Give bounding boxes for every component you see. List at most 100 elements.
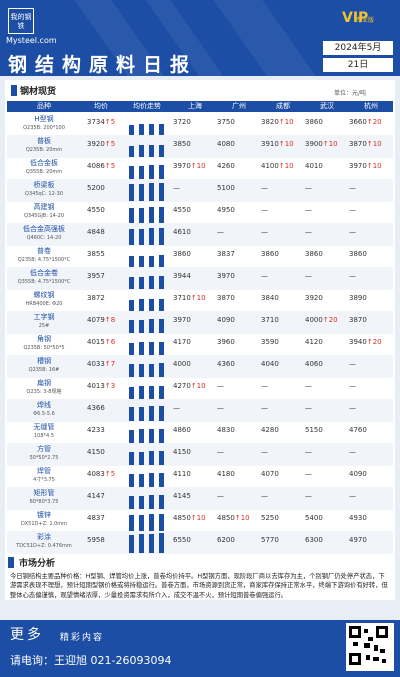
table-row: 普卷 Q235B: 4.75*1500*C 3855 3860 3837 3860 3860… bbox=[7, 245, 393, 268]
city-price: — bbox=[261, 382, 268, 390]
avg-value: 4033 bbox=[87, 360, 105, 368]
row-price-sh: 6550 bbox=[173, 536, 191, 544]
city-price: — bbox=[305, 206, 312, 214]
row-price-gz: — bbox=[217, 492, 224, 500]
report-day: 21日 bbox=[322, 57, 394, 73]
up-arrow-icon: ↑ bbox=[322, 316, 329, 324]
city-price: 3750 bbox=[217, 118, 235, 126]
table-row: 低合金高强板 Q460C: 14-20 4848 4610 — — — — bbox=[7, 223, 393, 246]
city-change: 10 bbox=[196, 514, 206, 522]
table-row: 角钢 Q235B: 50*50*5 4015↑6 4170 3960 3590 4120 39… bbox=[7, 333, 393, 356]
trend-bar bbox=[159, 342, 164, 355]
row-price-wh: 3860 bbox=[305, 250, 323, 258]
table-row: 方管 50*50*2.75 4150 4150 — — — — bbox=[7, 443, 393, 466]
city-price: — bbox=[261, 272, 268, 280]
row-price-cd: 4100↑10 bbox=[261, 162, 294, 170]
up-arrow-icon: ↑ bbox=[104, 382, 111, 390]
avg-change: 8 bbox=[110, 316, 116, 324]
avg-trend-chart bbox=[129, 246, 169, 267]
row-price-hz: 4760 bbox=[349, 426, 367, 434]
avg-trend-chart bbox=[129, 136, 169, 157]
city-price: 4180 bbox=[217, 470, 235, 478]
avg-value: 4086 bbox=[87, 162, 105, 170]
city-price: — bbox=[217, 448, 224, 456]
row-variety-name: 方管 bbox=[37, 445, 51, 453]
city-price: 4260 bbox=[217, 162, 235, 170]
row-price-cd: 4280 bbox=[261, 426, 279, 434]
more-content-label: 更多 bbox=[10, 627, 44, 643]
city-price: 4070 bbox=[261, 470, 279, 478]
avg-value: 4848 bbox=[87, 228, 105, 236]
row-price-cd: — bbox=[261, 206, 268, 214]
trend-bar bbox=[129, 430, 134, 443]
city-change: 20 bbox=[372, 118, 382, 126]
city-price: — bbox=[305, 470, 312, 478]
market-analysis-text: 今日钢结构主要品种价格：H型钢、焊管均价上涨，普卷均价持平。H型钢方面，现阶段厂… bbox=[10, 573, 388, 599]
avg-trend-chart bbox=[129, 532, 169, 553]
trend-bar bbox=[149, 534, 154, 553]
table-row: 矩形管 60*80*3.75 4147 4145 — — — — bbox=[7, 487, 393, 510]
row-price-sh: 3720 bbox=[173, 118, 191, 126]
city-change: 10 bbox=[284, 118, 294, 126]
trend-bar bbox=[159, 124, 164, 135]
row-price-hz: 3970↑10 bbox=[349, 162, 382, 170]
avg-trend-chart bbox=[129, 510, 169, 531]
city-price: 6300 bbox=[305, 536, 323, 544]
avg-trend-chart bbox=[129, 466, 169, 487]
row-price-cd: — bbox=[261, 228, 268, 236]
city-price: 3660 bbox=[349, 118, 367, 126]
row-avg-price: 4233 bbox=[87, 426, 105, 434]
trend-bar bbox=[149, 342, 154, 355]
qr-code-icon[interactable] bbox=[346, 623, 394, 671]
table-row: 低合金卷 Q355B: 4.75*1500*C 3957 3944 3970 — — — bbox=[7, 267, 393, 290]
row-price-gz: 3837 bbox=[217, 250, 235, 258]
avg-value: 5958 bbox=[87, 536, 105, 544]
table-row: 焊管 4寸*3.75 4083↑5 4110 4180 4070 — 4090 bbox=[7, 465, 393, 488]
row-price-cd: 5770 bbox=[261, 536, 279, 544]
city-price: 4010 bbox=[305, 162, 323, 170]
city-price: 3920 bbox=[305, 294, 323, 302]
city-price: — bbox=[349, 382, 356, 390]
trend-bar bbox=[129, 343, 134, 355]
row-price-gz: — bbox=[217, 404, 224, 412]
content-card bbox=[5, 80, 395, 600]
row-price-sh: — bbox=[173, 184, 180, 192]
trend-bar bbox=[159, 165, 164, 179]
trend-bar bbox=[149, 165, 154, 179]
city-price: — bbox=[349, 272, 356, 280]
avg-trend-chart bbox=[129, 180, 169, 201]
row-variety-spec: 25# bbox=[38, 323, 50, 329]
city-price: — bbox=[305, 404, 312, 412]
row-price-gz: 6200 bbox=[217, 536, 235, 544]
city-price: 4950 bbox=[217, 206, 235, 214]
row-price-wh: — bbox=[305, 448, 312, 456]
row-variety-name: 矩形管 bbox=[33, 489, 55, 497]
up-arrow-icon: ↑ bbox=[190, 162, 197, 170]
trend-bar bbox=[159, 473, 164, 487]
city-price: — bbox=[261, 184, 268, 192]
row-variety-name: 彩涂 bbox=[37, 533, 51, 541]
vip-badge-icon: VIP bbox=[342, 10, 369, 26]
trend-bar bbox=[159, 319, 164, 333]
row-price-wh: 4120 bbox=[305, 338, 323, 346]
avg-trend-chart bbox=[129, 356, 169, 377]
row-price-cd: — bbox=[261, 448, 268, 456]
up-arrow-icon: ↑ bbox=[366, 118, 373, 126]
row-variety-spec: DX51D+Z: 1.0mm bbox=[20, 521, 68, 527]
avg-trend-chart bbox=[129, 114, 169, 135]
up-arrow-icon: ↑ bbox=[278, 162, 285, 170]
trend-bar bbox=[139, 364, 144, 377]
row-variety-spec: Φ6.5-5.6 bbox=[33, 411, 55, 417]
city-price: 4860 bbox=[173, 426, 191, 434]
row-price-sh: 4550 bbox=[173, 206, 191, 214]
row-price-hz: 4970 bbox=[349, 536, 367, 544]
trend-bar bbox=[159, 386, 164, 399]
row-variety-spec: Q355B: 4.75*1500*C bbox=[17, 279, 71, 285]
row-avg-price: 5200 bbox=[87, 184, 105, 192]
row-avg-price: 4033↑7 bbox=[87, 360, 115, 368]
city-price: 4120 bbox=[305, 338, 323, 346]
row-price-wh: 5150 bbox=[305, 426, 323, 434]
avg-change: 7 bbox=[110, 360, 116, 368]
row-price-sh: — bbox=[173, 404, 180, 412]
trend-bar bbox=[139, 429, 144, 443]
